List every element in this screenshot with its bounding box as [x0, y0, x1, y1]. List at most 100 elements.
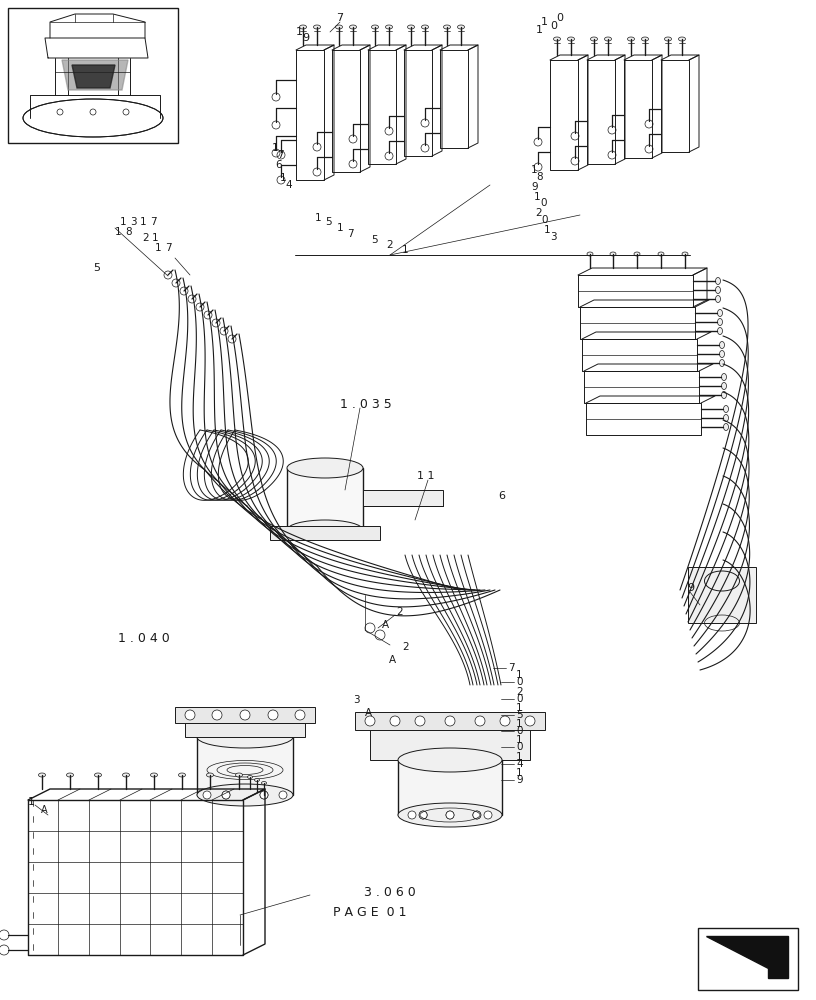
Text: 1: 1: [140, 217, 147, 227]
Bar: [698, 928, 798, 990]
Bar: [185, 723, 305, 737]
Circle shape: [390, 716, 400, 726]
Ellipse shape: [458, 25, 464, 29]
Ellipse shape: [122, 773, 130, 777]
Ellipse shape: [717, 328, 722, 334]
Circle shape: [222, 791, 230, 799]
Ellipse shape: [287, 458, 363, 478]
Ellipse shape: [95, 773, 101, 777]
Text: 7: 7: [150, 217, 157, 227]
Bar: [398, 760, 502, 815]
Circle shape: [475, 716, 485, 726]
Circle shape: [472, 811, 481, 819]
Text: 2: 2: [142, 233, 149, 243]
Circle shape: [203, 791, 211, 799]
Ellipse shape: [261, 782, 267, 784]
Ellipse shape: [678, 37, 685, 41]
Ellipse shape: [407, 25, 415, 29]
Ellipse shape: [724, 414, 729, 422]
Text: 0: 0: [516, 677, 522, 687]
Ellipse shape: [591, 37, 597, 41]
Ellipse shape: [287, 520, 363, 540]
Text: 1: 1: [152, 233, 158, 243]
Ellipse shape: [385, 25, 392, 29]
Ellipse shape: [335, 25, 343, 29]
Ellipse shape: [610, 252, 616, 256]
Circle shape: [419, 811, 427, 819]
Circle shape: [240, 710, 250, 720]
Text: 1: 1: [28, 797, 35, 807]
Text: 2: 2: [535, 208, 542, 218]
Text: 1: 1: [534, 192, 540, 202]
Text: 0: 0: [516, 694, 522, 704]
Bar: [175, 707, 315, 723]
Ellipse shape: [587, 252, 593, 256]
Ellipse shape: [150, 773, 157, 777]
Bar: [370, 730, 530, 760]
Text: A: A: [381, 620, 388, 630]
Ellipse shape: [628, 37, 635, 41]
Ellipse shape: [717, 310, 722, 316]
Text: 7: 7: [165, 243, 171, 253]
Ellipse shape: [658, 252, 664, 256]
Ellipse shape: [634, 252, 640, 256]
Text: 2: 2: [402, 642, 410, 652]
Ellipse shape: [313, 25, 321, 29]
Text: 5: 5: [325, 217, 331, 227]
Text: 8: 8: [536, 172, 543, 182]
Text: A: A: [388, 655, 396, 665]
Text: 1: 1: [155, 243, 162, 253]
Polygon shape: [62, 60, 128, 90]
Circle shape: [365, 716, 375, 726]
Text: 1: 1: [120, 217, 126, 227]
Ellipse shape: [721, 373, 726, 380]
Polygon shape: [706, 936, 788, 978]
Text: 0: 0: [540, 198, 547, 208]
Ellipse shape: [349, 25, 357, 29]
Text: A: A: [41, 805, 47, 815]
Ellipse shape: [66, 773, 73, 777]
Text: 9: 9: [516, 775, 522, 785]
Ellipse shape: [716, 277, 721, 284]
Text: 8: 8: [125, 227, 131, 237]
Ellipse shape: [720, 360, 725, 366]
Ellipse shape: [444, 25, 450, 29]
Ellipse shape: [398, 748, 502, 772]
Ellipse shape: [38, 773, 46, 777]
Ellipse shape: [724, 406, 729, 412]
Text: 1: 1: [315, 213, 322, 223]
Text: 7: 7: [508, 663, 515, 673]
Ellipse shape: [398, 803, 502, 827]
Text: P A G E  0 1: P A G E 0 1: [333, 906, 406, 918]
Text: 5: 5: [93, 263, 100, 273]
Text: 1: 1: [401, 245, 408, 255]
Ellipse shape: [641, 37, 649, 41]
Circle shape: [279, 791, 287, 799]
Text: 0: 0: [516, 742, 522, 752]
Circle shape: [484, 811, 492, 819]
Ellipse shape: [664, 37, 672, 41]
Text: 4: 4: [286, 180, 292, 190]
Text: 6: 6: [275, 160, 282, 170]
Ellipse shape: [717, 318, 722, 326]
Circle shape: [446, 811, 454, 819]
Text: 1: 1: [516, 703, 522, 713]
Ellipse shape: [255, 778, 259, 782]
Circle shape: [446, 811, 454, 819]
Text: 3 . 0 6 0: 3 . 0 6 0: [364, 886, 416, 898]
Circle shape: [260, 791, 268, 799]
Ellipse shape: [179, 773, 185, 777]
Text: 1: 1: [516, 735, 522, 745]
Circle shape: [525, 716, 535, 726]
Circle shape: [212, 710, 222, 720]
Ellipse shape: [567, 37, 574, 41]
Circle shape: [268, 710, 278, 720]
Ellipse shape: [721, 382, 726, 389]
Bar: [355, 712, 545, 730]
Ellipse shape: [721, 391, 726, 398]
Ellipse shape: [605, 37, 611, 41]
Bar: [197, 737, 293, 795]
Text: 4: 4: [516, 759, 522, 769]
Bar: [688, 567, 756, 623]
Circle shape: [415, 716, 425, 726]
